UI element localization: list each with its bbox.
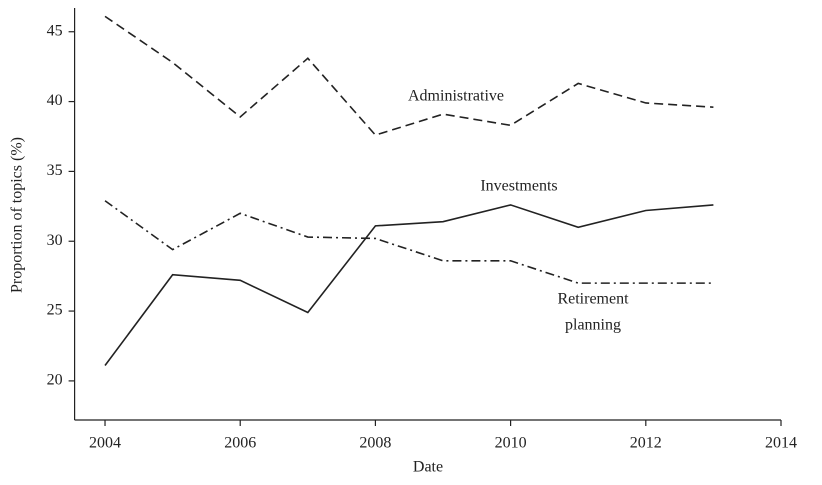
annotation: planning [565,317,621,334]
y-tick-label: 35 [47,162,63,179]
series-line [104,200,714,284]
x-tick-label: 2010 [495,435,527,452]
y-tick-label: 40 [47,92,63,109]
x-tick-label: 2012 [630,435,662,452]
annotation: Investments [480,178,557,195]
annotation: Retirement [557,291,629,308]
y-tick-label: 30 [47,232,63,249]
x-tick-label: 2014 [765,435,797,452]
series-line [104,15,714,137]
x-tick-label: 2006 [224,435,256,452]
x-tick-label: 2004 [89,435,121,452]
y-tick-label: 25 [47,302,63,319]
y-tick-label: 20 [47,372,63,389]
y-axis-label: Proportion of topics (%) [9,137,26,293]
series-line [104,204,714,367]
y-tick-label: 45 [47,22,63,39]
annotation: Administrative [408,88,504,105]
x-tick-label: 2008 [359,435,391,452]
x-axis-label: Date [413,459,443,476]
